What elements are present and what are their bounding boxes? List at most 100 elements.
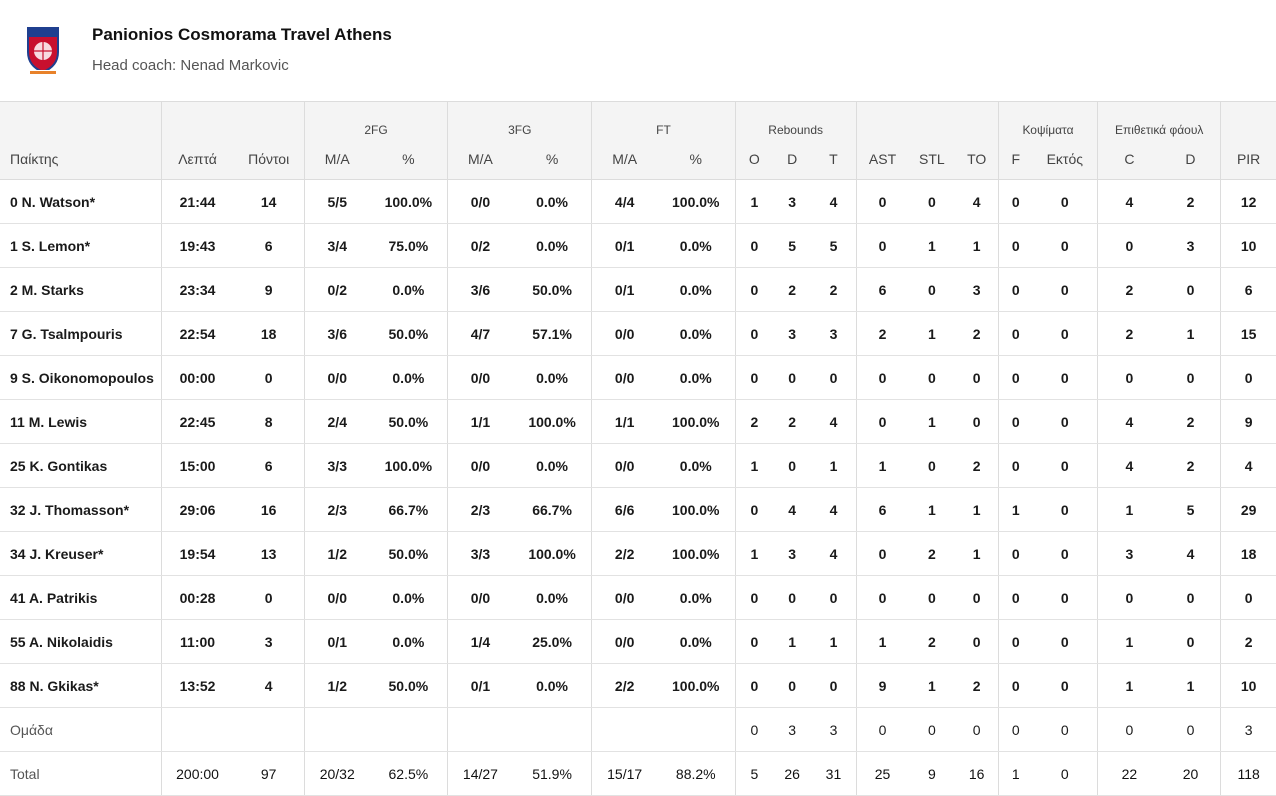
cell-2fg-ma: 0/1	[303, 619, 370, 664]
cell-ft-ma: 0/0	[591, 355, 657, 400]
cell-reb-t: 0	[811, 575, 857, 620]
cell-reb-o: 1	[734, 443, 774, 488]
cell-reb-t: 1	[811, 619, 857, 664]
box-score-table: 2FG 3FG FT Rebounds Κοψίματα Επιθετικά φ…	[0, 101, 1276, 796]
cell-stl: 0	[908, 355, 956, 400]
cell-minutes: 29:06	[160, 487, 234, 532]
cell-player-name[interactable]: 7 G. Tsalmpouris	[0, 311, 162, 356]
cell-pir: 18	[1220, 531, 1276, 576]
cell-stl: 1	[908, 399, 956, 444]
col-ast[interactable]: AST	[855, 139, 909, 180]
cell-reb-t: 3	[811, 311, 857, 356]
col-ft-ma[interactable]: M/A	[591, 139, 657, 180]
cell-player-name[interactable]: 25 K. Gontikas	[0, 443, 162, 488]
col-reb-o[interactable]: O	[734, 139, 774, 180]
col-pir[interactable]: PIR	[1220, 139, 1276, 180]
cell-ft-pct: 100.0%	[656, 179, 736, 224]
cell-foul-c: 0	[1097, 355, 1161, 400]
cell-pir: 10	[1220, 223, 1276, 268]
cell-to: 2	[955, 443, 999, 488]
cell-reb-d: 26	[773, 751, 812, 796]
table-row: 34 J. Kreuser* 19:54 13 1/2 50.0% 3/3 100.0% 2/…	[0, 531, 1276, 576]
cell-2fg-pct	[369, 707, 448, 752]
col-blk-f[interactable]: F	[997, 139, 1033, 180]
cell-player-name[interactable]: 32 J. Thomasson*	[0, 487, 162, 532]
cell-2fg-pct: 0.0%	[369, 355, 448, 400]
cell-player-name[interactable]: 11 M. Lewis	[0, 399, 162, 444]
cell-reb-d: 3	[773, 707, 812, 752]
cell-player-name[interactable]: 9 S. Oikonomopoulos	[0, 355, 162, 400]
col-foul-d[interactable]: D	[1160, 139, 1221, 180]
col-ft-pct[interactable]: %	[656, 139, 736, 180]
cell-points: 8	[233, 399, 305, 444]
cell-3fg-ma: 0/2	[447, 223, 513, 268]
cell-stl: 0	[908, 179, 956, 224]
cell-2fg-pct: 50.0%	[369, 399, 448, 444]
col-player[interactable]: Παίκτης	[0, 139, 162, 180]
cell-reb-t: 5	[811, 223, 857, 268]
cell-3fg-ma: 0/0	[447, 355, 513, 400]
cell-3fg-ma: 0/1	[447, 663, 513, 708]
cell-ft-ma	[591, 707, 657, 752]
cell-reb-o: 0	[734, 619, 774, 664]
cell-reb-o: 5	[734, 751, 774, 796]
cell-stl: 2	[908, 531, 956, 576]
cell-3fg-pct: 50.0%	[512, 267, 592, 312]
cell-player-name[interactable]: 88 N. Gkikas*	[0, 663, 162, 708]
group-blank-3	[855, 101, 999, 139]
cell-pir: 0	[1220, 355, 1276, 400]
col-stl[interactable]: STL	[908, 139, 956, 180]
cell-ft-ma: 0/1	[591, 223, 657, 268]
cell-3fg-pct	[512, 707, 592, 752]
col-blk-out[interactable]: Εκτός	[1032, 139, 1098, 180]
cell-player-name: Ομάδα	[0, 707, 162, 752]
cell-3fg-pct: 0.0%	[512, 179, 592, 224]
cell-blk-f: 0	[997, 707, 1033, 752]
cell-foul-d: 0	[1160, 707, 1221, 752]
cell-2fg-pct: 62.5%	[369, 751, 448, 796]
cell-player-name[interactable]: 0 N. Watson*	[0, 179, 162, 224]
cell-player-name[interactable]: 41 A. Patrikis	[0, 575, 162, 620]
cell-foul-d: 4	[1160, 531, 1221, 576]
cell-blk-out: 0	[1032, 179, 1098, 224]
cell-2fg-ma: 0/0	[303, 575, 370, 620]
col-3fg-pct[interactable]: %	[512, 139, 592, 180]
cell-pir: 10	[1220, 663, 1276, 708]
cell-2fg-pct: 50.0%	[369, 663, 448, 708]
col-foul-c[interactable]: C	[1097, 139, 1161, 180]
cell-3fg-ma	[447, 707, 513, 752]
col-minutes[interactable]: Λεπτά	[160, 139, 234, 180]
cell-reb-t: 4	[811, 487, 857, 532]
col-points[interactable]: Πόντοι	[233, 139, 305, 180]
cell-reb-o: 1	[734, 179, 774, 224]
cell-foul-d: 2	[1160, 179, 1221, 224]
cell-reb-t: 31	[811, 751, 857, 796]
cell-2fg-pct: 66.7%	[369, 487, 448, 532]
cell-pir: 12	[1220, 179, 1276, 224]
cell-stl: 1	[908, 223, 956, 268]
cell-minutes: 22:45	[160, 399, 234, 444]
col-to[interactable]: TO	[955, 139, 999, 180]
col-3fg-ma[interactable]: M/A	[447, 139, 513, 180]
cell-ft-pct: 88.2%	[656, 751, 736, 796]
cell-3fg-pct: 0.0%	[512, 443, 592, 488]
cell-pir: 118	[1220, 751, 1276, 796]
cell-pir: 0	[1220, 575, 1276, 620]
cell-player-name[interactable]: 55 A. Nikolaidis	[0, 619, 162, 664]
cell-foul-c: 3	[1097, 531, 1161, 576]
col-2fg-ma[interactable]: M/A	[303, 139, 370, 180]
cell-foul-d: 3	[1160, 223, 1221, 268]
cell-ast: 0	[855, 399, 909, 444]
cell-minutes	[160, 707, 234, 752]
cell-player-name[interactable]: 2 M. Starks	[0, 267, 162, 312]
col-reb-d[interactable]: D	[773, 139, 812, 180]
group-rebounds: Rebounds	[734, 101, 857, 139]
cell-2fg-ma: 1/2	[303, 663, 370, 708]
col-reb-t[interactable]: T	[811, 139, 857, 180]
cell-player-name[interactable]: 34 J. Kreuser*	[0, 531, 162, 576]
cell-3fg-ma: 4/7	[447, 311, 513, 356]
cell-stl: 1	[908, 487, 956, 532]
cell-reb-d: 3	[773, 531, 812, 576]
col-2fg-pct[interactable]: %	[369, 139, 448, 180]
cell-player-name[interactable]: 1 S. Lemon*	[0, 223, 162, 268]
